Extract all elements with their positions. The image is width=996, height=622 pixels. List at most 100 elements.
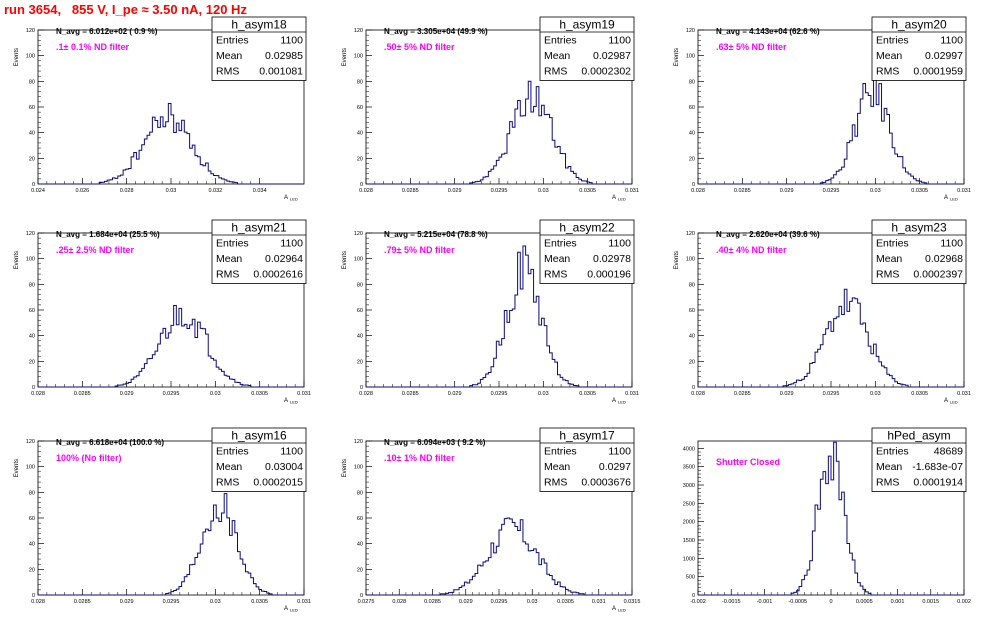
y-tick-label: 60 <box>29 308 35 314</box>
y-tick-label: 100 <box>26 465 35 471</box>
stats-value-rms: 0.0002302 <box>581 66 631 78</box>
stats-value-entries: 1100 <box>280 446 303 458</box>
stats-label-mean: Mean <box>544 50 570 62</box>
y-tick-label: 60 <box>689 105 695 111</box>
y-tick-label: 3500 <box>683 465 695 471</box>
stats-title: h_asym18 <box>231 18 287 32</box>
y-tick-label: 120 <box>686 231 695 237</box>
x-tick-label: 0.029 <box>459 599 473 605</box>
x-tick-label: 0.0285 <box>402 188 419 194</box>
y-tick-label: 40 <box>357 334 363 340</box>
stats-value-entries: 1100 <box>280 238 303 250</box>
stats-value-rms: 0.0003676 <box>581 477 631 489</box>
y-axis-title: Events <box>14 251 20 269</box>
y-tick-label: 60 <box>689 308 695 314</box>
x-tick-label: 0.028 <box>359 188 373 194</box>
x-tick-label: 0.031 <box>625 188 639 194</box>
y-tick-label: 0 <box>692 385 695 391</box>
y-axis-title: Events <box>14 48 20 66</box>
x-axis-title: A LED <box>284 195 298 202</box>
x-tick-label: 0.031 <box>957 391 971 397</box>
stats-value-rms: 0.0002015 <box>253 477 303 489</box>
stats-title: h_asym20 <box>891 18 947 32</box>
histogram-panel-h_asym16: 0 20 40 60 80 100 120 0.028 0.0285 0.029 0.0295 0.0… <box>14 427 311 613</box>
histogram-line <box>366 517 632 596</box>
stats-label-mean: Mean <box>216 461 242 473</box>
stats-value-mean: 0.02987 <box>593 50 631 62</box>
y-tick-label: 120 <box>26 231 35 237</box>
y-tick-label: 40 <box>29 334 35 340</box>
x-tick-label: 0.028 <box>120 188 134 194</box>
y-tick-label: 0 <box>692 182 695 188</box>
y-axis-title: Events <box>674 48 680 66</box>
y-tick-label: 80 <box>357 490 363 496</box>
stats-label-entries: Entries <box>544 446 577 458</box>
x-tick-label: 0.029 <box>120 599 134 605</box>
histogram-panel-h_asym22: 0 20 40 60 80 100 120 0.028 0.0285 0.029 0.0295 0.0… <box>342 219 639 405</box>
stats-value-mean: 0.02964 <box>265 253 303 265</box>
x-tick-label: 0.03 <box>210 599 221 605</box>
navg-text: N_avg = 3.305e+04 (49.9 %) <box>384 27 488 36</box>
y-tick-label: 1000 <box>683 556 695 562</box>
y-tick-label: 20 <box>357 359 363 365</box>
x-tick-label: 0.034 <box>253 188 267 194</box>
stats-label-entries: Entries <box>876 238 909 250</box>
y-axis-title: Events <box>342 251 348 269</box>
x-tick-label: 0.03 <box>527 599 538 605</box>
stats-label-entries: Entries <box>544 238 577 250</box>
x-axis-title: A LED <box>944 398 958 405</box>
histogram-line <box>38 304 304 388</box>
x-tick-label: 0.031 <box>297 599 311 605</box>
y-tick-label: 100 <box>26 54 35 60</box>
y-tick-label: 20 <box>29 567 35 573</box>
y-tick-label: 60 <box>357 516 363 522</box>
y-axis-title: Events <box>342 459 348 477</box>
x-tick-label: 0.0285 <box>402 391 419 397</box>
y-axis-title: Events <box>342 48 348 66</box>
y-tick-label: 2500 <box>683 501 695 507</box>
stats-label-rms: RMS <box>216 269 239 281</box>
x-tick-label: 0.0315 <box>624 599 641 605</box>
x-tick-label: 0.032 <box>208 188 222 194</box>
stats-label-rms: RMS <box>544 477 567 489</box>
x-tick-label: -0.0015 <box>722 599 741 605</box>
y-tick-label: 120 <box>686 28 695 34</box>
filter-label: 100% (No filter) <box>56 453 122 463</box>
y-tick-label: 100 <box>354 54 363 60</box>
x-tick-label: 0.0285 <box>74 599 91 605</box>
y-tick-label: 40 <box>357 542 363 548</box>
histogram-line <box>366 245 632 388</box>
y-tick-label: 40 <box>689 334 695 340</box>
y-tick-label: 0 <box>32 385 35 391</box>
y-tick-label: 40 <box>29 131 35 137</box>
x-tick-label: 0.0015 <box>922 599 939 605</box>
y-tick-label: 60 <box>29 516 35 522</box>
stats-title: h_asym23 <box>891 221 947 235</box>
histogram-line <box>38 493 304 596</box>
x-tick-label: 0.0295 <box>163 599 180 605</box>
filter-label: .25± 2.5% ND filter <box>56 245 134 255</box>
x-tick-label: 0.031 <box>297 391 311 397</box>
x-tick-label: 0.03 <box>538 391 549 397</box>
x-tick-label: 0.0295 <box>491 188 508 194</box>
filter-label: .79± 5% ND filter <box>384 245 455 255</box>
histogram-panel-h_asym21: 0 20 40 60 80 100 120 0.028 0.0285 0.029 0.0295 0.0… <box>14 219 311 405</box>
y-tick-label: 1500 <box>683 538 695 544</box>
x-tick-label: 0.0005 <box>856 599 873 605</box>
x-axis-title: A LED <box>612 398 626 405</box>
stats-label-rms: RMS <box>216 66 239 78</box>
stats-box <box>871 427 967 492</box>
x-tick-label: 0.028 <box>691 391 705 397</box>
x-tick-label: 0.0295 <box>823 391 840 397</box>
y-tick-label: 100 <box>354 465 363 471</box>
stats-value-mean: 0.02968 <box>925 253 963 265</box>
stats-label-mean: Mean <box>216 50 242 62</box>
stats-label-entries: Entries <box>544 35 577 47</box>
stats-label-entries: Entries <box>216 35 249 47</box>
y-tick-label: 80 <box>689 282 695 288</box>
stats-label-rms: RMS <box>544 66 567 78</box>
navg-text: N_avg = 4.143e+04 (62.6 %) <box>716 27 820 36</box>
stats-label-rms: RMS <box>544 269 567 281</box>
y-tick-label: 3000 <box>683 483 695 489</box>
filter-label: .10± 1% ND filter <box>384 453 455 463</box>
